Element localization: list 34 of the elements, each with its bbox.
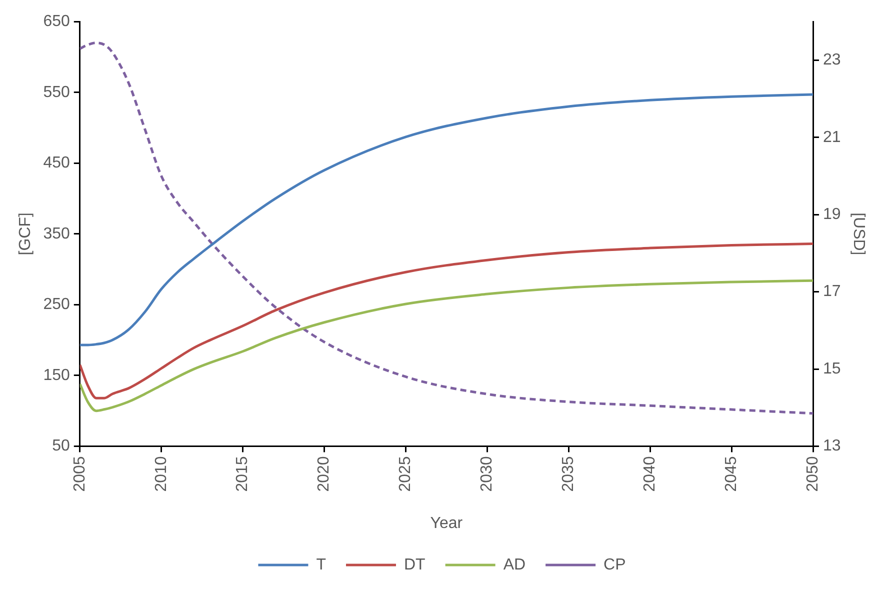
x-tick-label: 2040 bbox=[641, 456, 658, 492]
line-series bbox=[80, 42, 814, 415]
line-series bbox=[80, 279, 814, 412]
x-tick-label: 2010 bbox=[152, 456, 170, 492]
y2-tick-label: 23 bbox=[823, 52, 841, 69]
y-tick-label: 150 bbox=[43, 366, 70, 384]
x-tick-label: 2030 bbox=[478, 456, 496, 492]
y-tick-label: 250 bbox=[43, 296, 70, 314]
y2-axis-title: [USD] bbox=[850, 212, 867, 256]
x-tick-label: 2015 bbox=[234, 456, 252, 492]
x-tick-label: 2025 bbox=[397, 456, 414, 492]
y-tick-label: 650 bbox=[43, 13, 70, 30]
line-series bbox=[80, 93, 814, 346]
x-tick-label: 2035 bbox=[560, 456, 578, 492]
y-tick-label: 350 bbox=[43, 225, 70, 242]
y2-tick-label: 21 bbox=[823, 128, 841, 146]
y2-tick-label: 15 bbox=[823, 360, 841, 378]
y2-tick-label: 17 bbox=[823, 283, 841, 300]
legend-label: CP bbox=[604, 556, 626, 574]
legend-label: DT bbox=[404, 556, 426, 574]
y-tick-label: 450 bbox=[43, 154, 70, 172]
x-tick-label: 2050 bbox=[804, 456, 822, 492]
y2-tick-label: 13 bbox=[823, 438, 841, 455]
x-tick-label: 2005 bbox=[71, 456, 88, 492]
y2-tick-label: 19 bbox=[823, 206, 841, 224]
line-series bbox=[80, 242, 814, 400]
x-tick-label: 2045 bbox=[722, 456, 740, 492]
y-axis-title: [GCF] bbox=[17, 212, 34, 256]
legend-label: T bbox=[316, 556, 326, 574]
x-axis-title: Year bbox=[430, 514, 464, 532]
y-tick-label: 550 bbox=[43, 84, 70, 101]
x-tick-label: 2020 bbox=[316, 456, 333, 492]
legend-label: AD bbox=[503, 556, 526, 574]
y-tick-label: 50 bbox=[52, 438, 70, 455]
